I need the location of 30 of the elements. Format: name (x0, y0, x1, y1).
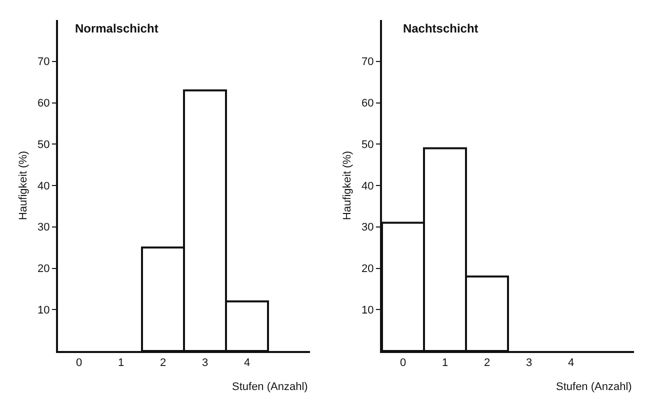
y-tick-label: 70 (362, 56, 374, 68)
x-tick-label: 3 (202, 357, 208, 370)
y-axis-title: Haufigkeit (%) (18, 150, 30, 220)
x-axis-title: Stufen (Anzahl) (556, 381, 632, 393)
x-tick-label: 2 (160, 357, 166, 370)
y-tick-label: 50 (38, 138, 50, 151)
y-tick-label: 60 (362, 98, 374, 110)
y-tick-label: 10 (38, 304, 50, 316)
x-tick-label: 3 (526, 357, 532, 370)
y-tick-label: 70 (38, 56, 50, 68)
x-tick-label: 2 (484, 357, 490, 370)
y-tick-label: 10 (362, 304, 374, 316)
x-tick-label: 0 (400, 357, 406, 370)
x-tick-label: 1 (442, 357, 448, 370)
y-tick-label: 20 (362, 263, 374, 276)
y-tick-label: 30 (38, 222, 50, 234)
x-tick-label: 4 (568, 357, 574, 370)
y-tick-label: 40 (362, 180, 374, 192)
x-tick-label: 0 (76, 357, 82, 370)
chart-title: Nachtschicht (402, 22, 478, 36)
y-tick-label: 20 (38, 263, 50, 276)
y-axis-title: Haufigkeit (%) (342, 150, 354, 220)
y-tick-label: 50 (362, 138, 374, 151)
y-tick-label: 30 (362, 222, 374, 234)
x-tick-label: 4 (244, 357, 250, 370)
chart-title: Normalschicht (74, 22, 158, 36)
x-axis-title: Stufen (Anzahl) (232, 381, 308, 393)
y-tick-label: 60 (38, 98, 50, 110)
y-tick-label: 40 (38, 180, 50, 192)
x-tick-label: 1 (118, 357, 124, 370)
